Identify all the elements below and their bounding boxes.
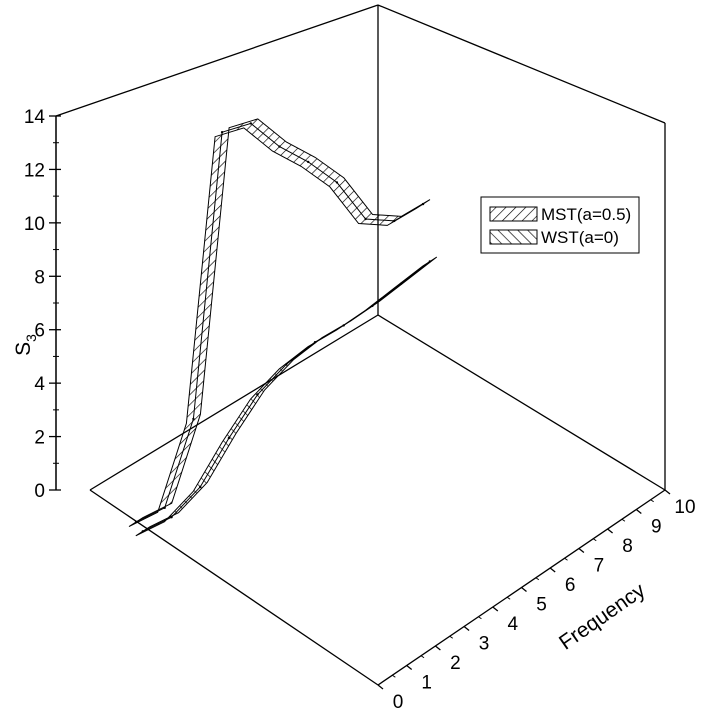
data-point (163, 506, 166, 509)
data-point (428, 260, 431, 263)
x-tick-mark (607, 528, 614, 534)
z-ticks: 0 2 4 6 8 10 12 14 (24, 107, 61, 502)
series-line (135, 122, 424, 523)
series-ribbon (135, 256, 438, 537)
z-tick-label: 14 (24, 107, 46, 128)
data-point (335, 181, 339, 184)
series-wst (135, 256, 438, 537)
data-point (393, 219, 396, 223)
legend: MST(a=0.5) WST(a=0) (480, 196, 640, 254)
x-minor-tick (449, 635, 454, 639)
z-axis-label: S3 (12, 334, 39, 356)
data-point (313, 341, 317, 344)
z-tick-label: 0 (34, 481, 45, 502)
x-minor-tick (621, 518, 626, 522)
x-tick-mark (463, 625, 470, 632)
x-tick-mark (377, 684, 384, 690)
legend-swatch-wst (489, 229, 538, 245)
data-point (220, 131, 224, 134)
frame-floor-back-right (377, 314, 666, 491)
z-tick-label: 8 (34, 267, 45, 288)
z-axis: 0 2 4 6 8 10 12 14 S3 (12, 107, 61, 502)
x-tick-label: 2 (450, 653, 461, 674)
z-tick-label: 2 (34, 428, 45, 449)
x-tick-label: 7 (594, 556, 605, 577)
frame-top-right (377, 4, 666, 124)
x-tick-label: 3 (479, 634, 490, 655)
x-tick-mark (492, 606, 499, 612)
data-point (249, 122, 252, 125)
legend-label-mst: MST(a=0.5) (541, 205, 631, 224)
data-point (371, 304, 374, 308)
x-tick-label: 9 (651, 517, 662, 538)
frame-top-left (55, 4, 379, 117)
x-tick-mark (578, 547, 585, 554)
data-point (141, 530, 144, 533)
series-mst (128, 118, 431, 527)
series-layer (128, 118, 438, 537)
x-minor-tick (592, 538, 597, 542)
frame-floor-front-left (89, 489, 379, 686)
data-point (170, 516, 173, 519)
data-point (134, 520, 138, 524)
data-point (342, 324, 345, 327)
data-point (256, 393, 259, 396)
x-tick-mark (635, 508, 642, 515)
x-tick-label: 5 (536, 595, 547, 616)
data-point (278, 145, 281, 148)
legend-label-wst: WST(a=0) (541, 228, 619, 247)
x-minor-tick (392, 674, 396, 678)
x-tick-label: 10 (674, 497, 695, 518)
x-tick-label: 8 (622, 536, 633, 557)
x-tick-label: 1 (421, 673, 432, 694)
x-tick-mark (434, 645, 441, 651)
x-minor-tick (420, 655, 425, 659)
x-minor-tick (564, 557, 568, 561)
data-point (192, 417, 195, 421)
data-point (307, 160, 310, 164)
x-tick-label: 0 (393, 692, 404, 712)
data-point (285, 363, 288, 366)
x-tick-label: 6 (565, 575, 576, 596)
data-point (364, 217, 367, 221)
x-tick-label: 4 (508, 614, 519, 635)
x-tick-mark (521, 586, 527, 593)
z-tick-label: 12 (24, 160, 45, 181)
x-minor-tick (650, 499, 654, 503)
legend-swatch-mst (489, 206, 538, 222)
x-minor-tick (506, 596, 511, 600)
x-tick-mark (664, 489, 671, 495)
data-point (399, 282, 403, 285)
x-tick-mark (406, 664, 413, 671)
frame-floor-back-left (89, 314, 379, 491)
data-point (227, 436, 231, 440)
x-tick-mark (549, 567, 556, 573)
series-ribbon (128, 118, 431, 527)
z-tick-label: 6 (34, 321, 45, 342)
series-line (142, 261, 431, 532)
z-tick-label: 4 (34, 374, 45, 395)
z-tick-label: 10 (24, 214, 45, 235)
x-minor-tick (478, 616, 482, 620)
x-minor-tick (535, 577, 540, 581)
data-point (199, 485, 202, 489)
data-point (421, 202, 425, 206)
